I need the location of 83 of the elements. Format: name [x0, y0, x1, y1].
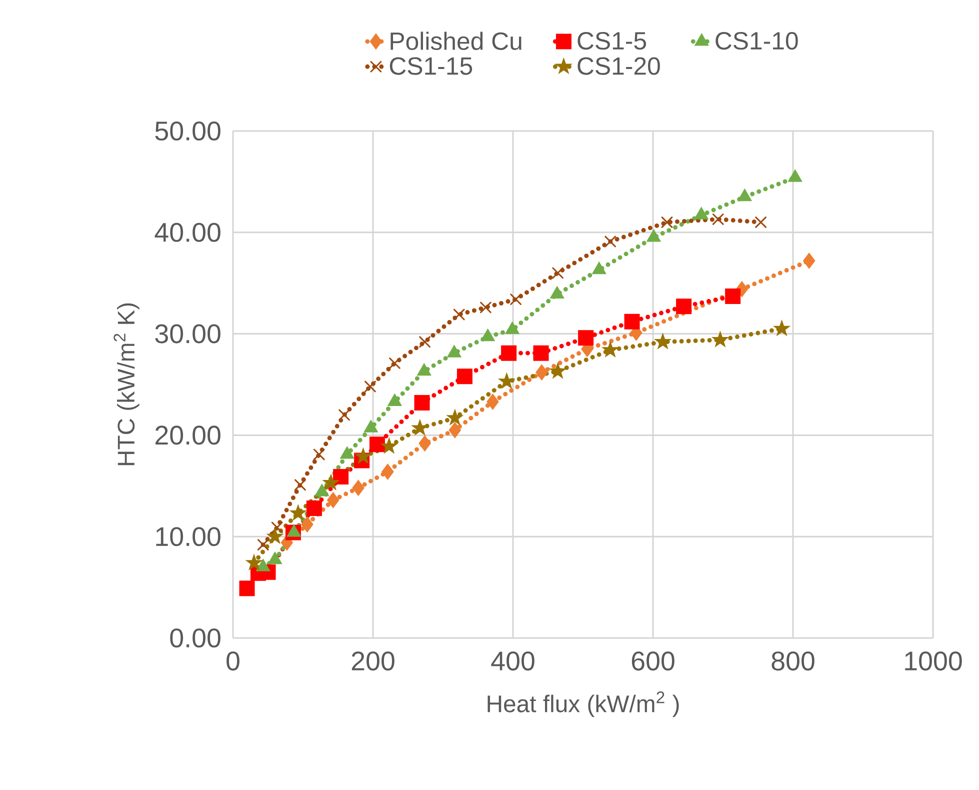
point — [448, 422, 461, 438]
point — [661, 216, 673, 228]
point — [287, 524, 301, 537]
point — [552, 267, 564, 279]
point — [712, 332, 728, 346]
point — [417, 364, 431, 376]
legend-label: CS1-15 — [390, 57, 472, 75]
legend-label: CS1-10 — [716, 32, 798, 50]
point — [414, 395, 430, 410]
y-tick-label: 20.00 — [156, 426, 220, 445]
point — [315, 484, 329, 496]
legend-label: CS1-5 — [578, 32, 646, 50]
point — [382, 464, 394, 480]
point — [290, 506, 306, 520]
point — [456, 368, 472, 384]
point — [389, 358, 400, 369]
point — [480, 302, 492, 314]
point — [602, 342, 618, 356]
point — [382, 438, 397, 453]
x-tick-label: 0 — [226, 652, 240, 671]
point — [604, 236, 616, 248]
point — [324, 475, 338, 490]
point — [369, 436, 385, 452]
point — [447, 410, 462, 424]
point — [356, 448, 371, 463]
point — [340, 446, 354, 459]
point — [499, 374, 514, 388]
point — [486, 394, 499, 410]
point — [313, 448, 325, 460]
point — [774, 320, 790, 336]
point — [592, 262, 606, 274]
point — [306, 500, 322, 516]
point — [712, 214, 724, 225]
y-axis-title: HTC (kW/m$^{2}$ K) — [114, 303, 140, 466]
point — [501, 345, 517, 361]
point — [239, 580, 255, 596]
point — [268, 552, 282, 564]
point — [510, 294, 522, 306]
point — [578, 330, 594, 346]
y-tick-label: 10.00 — [156, 527, 220, 546]
point — [655, 334, 670, 348]
x-axis-title: Heat flux (kW/m$^{2}$ ) — [488, 691, 679, 718]
point — [257, 539, 269, 550]
point — [447, 345, 462, 358]
point — [352, 480, 364, 496]
point — [755, 216, 767, 228]
point — [338, 409, 350, 421]
y-tick-label: 30.00 — [155, 324, 220, 344]
point — [419, 336, 431, 348]
point — [418, 436, 431, 452]
x-tick-label: 400 — [491, 652, 534, 671]
x-tick-label: 200 — [352, 652, 394, 671]
point — [803, 253, 816, 269]
y-tick-label: 0.00 — [170, 628, 220, 648]
point — [624, 314, 640, 330]
point — [536, 364, 548, 380]
point — [533, 345, 549, 361]
x-tick-label: 1000 — [905, 652, 962, 671]
legend-label: Polished Cu — [390, 32, 522, 50]
point — [480, 329, 495, 342]
point — [246, 555, 262, 570]
point — [646, 230, 661, 242]
x-tick-label: 800 — [772, 652, 814, 671]
point — [364, 380, 376, 392]
point — [333, 469, 349, 485]
point — [738, 189, 752, 202]
legend-label: CS1-20 — [578, 57, 660, 75]
point — [256, 559, 270, 572]
point — [676, 298, 692, 314]
point — [294, 479, 306, 491]
point — [364, 420, 378, 432]
point — [550, 364, 566, 378]
point — [412, 420, 428, 435]
point — [453, 308, 465, 320]
y-tick-label: 50.00 — [155, 121, 220, 141]
y-tick-label: 40.00 — [154, 222, 220, 242]
point — [268, 528, 282, 544]
point — [550, 286, 564, 299]
point — [725, 288, 741, 304]
point — [301, 516, 314, 532]
point — [327, 492, 340, 508]
x-tick-label: 600 — [632, 652, 674, 671]
point — [271, 522, 283, 534]
